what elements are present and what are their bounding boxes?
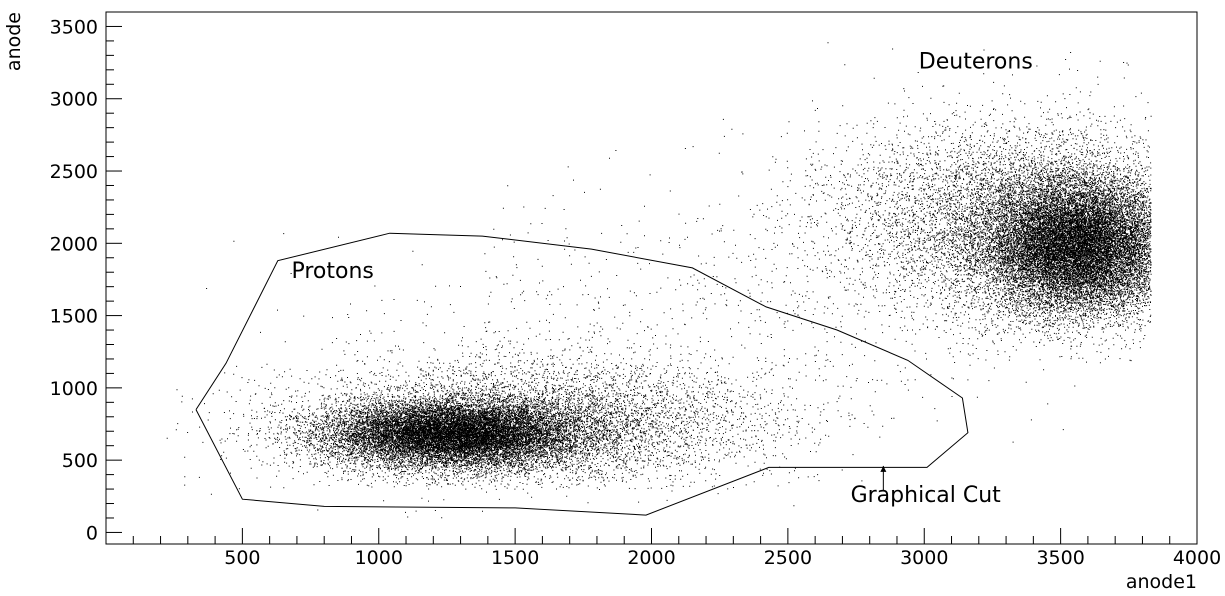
point-cluster-protons-1 <box>166 309 1014 490</box>
y-axis-tick-labels: 0 500 1000 1500 2000 2500 3000 3500 <box>50 16 98 544</box>
y-tick-label: 500 <box>62 450 98 472</box>
x-tick-label: 1500 <box>491 547 539 569</box>
x-tick-label: 4000 <box>1173 547 1221 569</box>
graphical-cut-polygon <box>195 232 969 516</box>
x-tick-label: 3000 <box>900 547 948 569</box>
x-tick-label: 2000 <box>627 547 675 569</box>
arrow-head <box>880 465 887 472</box>
annotation-protons: Protons <box>291 259 373 284</box>
x-tick-label: 3500 <box>1036 547 1084 569</box>
point-cluster-deuterons-2 <box>885 115 1152 363</box>
y-tick-label: 3500 <box>50 16 98 38</box>
annotation-deuterons: Deuterons <box>919 49 1033 74</box>
y-tick-label: 2500 <box>50 161 98 183</box>
x-axis-ticks <box>132 528 1171 544</box>
y-tick-label: 3000 <box>50 89 98 111</box>
y-axis-title: anode <box>3 12 25 71</box>
y-tick-label: 1500 <box>50 306 98 328</box>
data-points <box>166 42 1152 519</box>
annotation-graphical-cut: Graphical Cut <box>851 483 1002 508</box>
point-cluster-protons-0 <box>199 372 681 490</box>
x-tick-label: 1000 <box>355 547 403 569</box>
y-axis-ticks <box>106 25 122 533</box>
x-tick-label: 2500 <box>764 547 812 569</box>
y-tick-label: 1000 <box>50 378 98 400</box>
plot-frame <box>105 11 1198 545</box>
graphical-cut-arrow <box>880 465 887 491</box>
annotations: Protons Deuterons Graphical Cut <box>291 49 1032 508</box>
x-tick-label: 500 <box>224 547 260 569</box>
x-axis-tick-labels: 500 1000 1500 2000 2500 3000 3500 4000 <box>224 547 1221 569</box>
y-tick-label: 0 <box>86 522 98 544</box>
y-tick-label: 2000 <box>50 233 98 255</box>
x-axis-title: anode1 <box>1126 571 1197 593</box>
